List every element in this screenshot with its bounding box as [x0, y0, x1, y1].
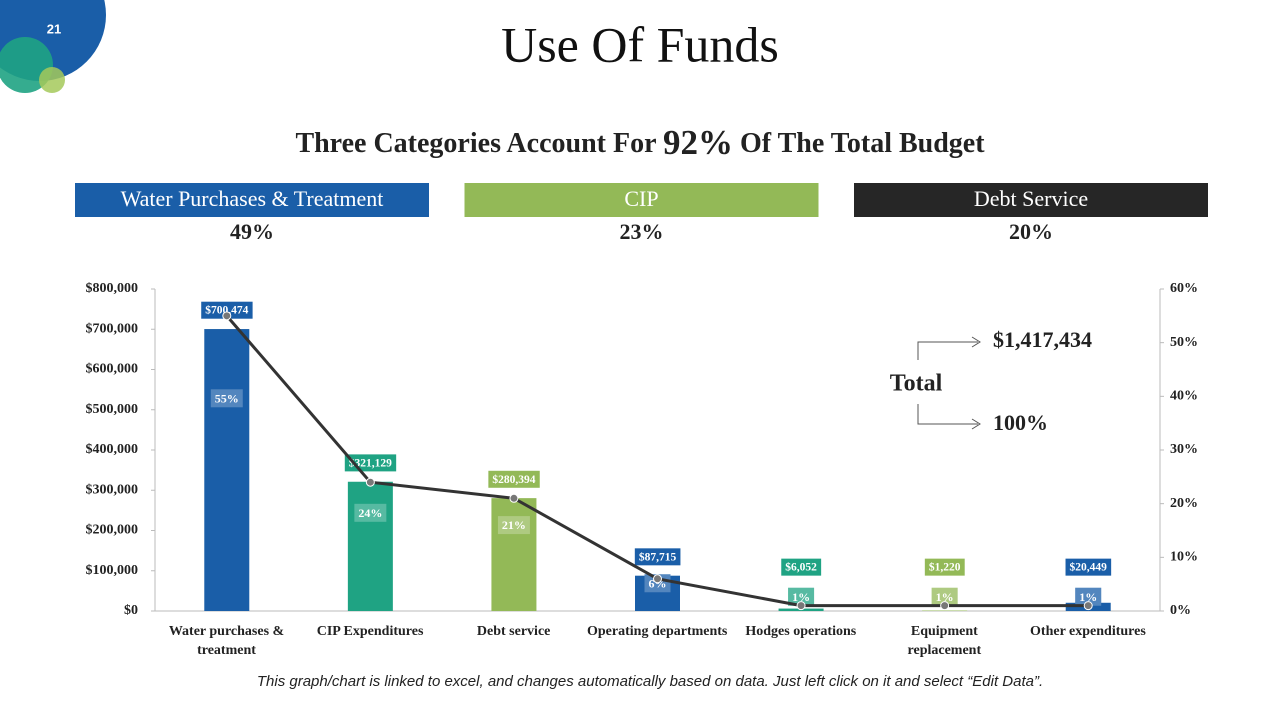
- y-tick-label: $0: [124, 603, 138, 618]
- label-box: [1065, 558, 1112, 576]
- subtitle-part: Of The Total Budget: [740, 128, 985, 159]
- line-point: [653, 574, 662, 584]
- label-box: [210, 389, 243, 408]
- x-tick-label: Water purchases & treatment: [168, 624, 285, 658]
- label-box: [497, 516, 530, 535]
- bar-value-label: $280,394: [492, 473, 535, 486]
- label-box: [1075, 587, 1102, 606]
- total-label: Total: [890, 371, 943, 397]
- summary-name: CIP: [624, 186, 658, 211]
- x-tick-label: Debt service: [476, 624, 551, 639]
- label-box: [634, 548, 681, 566]
- x-tick-label: Other expenditures: [1030, 624, 1146, 639]
- percent-label: 24%: [358, 506, 382, 520]
- label-box: [497, 516, 530, 535]
- bar-value-label: $321,129: [349, 456, 392, 469]
- y-tick-label: $100,000: [86, 563, 139, 578]
- bar-value-label: $6,052: [785, 561, 817, 574]
- subtitle-highlight: 92%: [663, 123, 733, 162]
- label-box: [924, 558, 965, 576]
- label-box: [781, 558, 822, 576]
- label-box: [354, 503, 387, 522]
- bar: [347, 481, 393, 611]
- bar: [491, 498, 537, 611]
- summary-percent: 20%: [1009, 219, 1053, 244]
- slide-title: Use Of Funds: [501, 16, 779, 72]
- y-tick-label: $700,000: [86, 321, 139, 336]
- percent-label: 21%: [502, 518, 526, 532]
- line-point: [940, 601, 950, 611]
- summary-name: Water Purchases & Treatment: [121, 186, 384, 211]
- y-tick-label: $200,000: [86, 523, 139, 538]
- y2-tick-label: 50%: [1170, 335, 1198, 350]
- bar: [204, 329, 250, 611]
- y2-tick-label: 30%: [1170, 442, 1198, 457]
- line-point: [796, 601, 806, 611]
- x-tick-label: Hodges operations: [745, 624, 857, 639]
- percent-label: 55%: [215, 391, 239, 405]
- percent-label: 1%: [1079, 590, 1097, 604]
- bar-value-label: $1,220: [929, 561, 961, 574]
- y2-tick-label: 20%: [1170, 496, 1198, 511]
- total-percent: 100%: [993, 410, 1048, 435]
- y2-tick-label: 40%: [1170, 389, 1198, 404]
- label-box: [788, 587, 815, 606]
- arrow: [917, 336, 981, 360]
- label-box: [354, 503, 387, 522]
- line-point: [509, 493, 519, 503]
- summary-box: [75, 183, 429, 217]
- arrow: [917, 404, 981, 430]
- x-tick-label: Operating departments: [587, 624, 728, 639]
- y-tick-label: $500,000: [86, 402, 139, 417]
- footnote: This graph/chart is linked to excel, and…: [256, 673, 1044, 690]
- y-tick-label: $800,000: [86, 281, 139, 296]
- label-box: [931, 587, 958, 606]
- subtitle: Three Categories Account For 92% Of The …: [295, 123, 985, 162]
- y2-tick-label: 60%: [1170, 281, 1198, 296]
- y-tick-label: $600,000: [86, 362, 139, 377]
- y2-tick-label: 0%: [1170, 603, 1191, 618]
- summary-percent: 23%: [620, 219, 664, 244]
- label-box: [1075, 587, 1102, 606]
- bar-value-label: $20,449: [1070, 561, 1108, 574]
- bar-value-label: $700,474: [205, 304, 248, 317]
- y-tick-label: $300,000: [86, 482, 139, 497]
- label-box: [931, 587, 958, 606]
- percent-label: 1%: [792, 590, 810, 604]
- summary-box: [854, 183, 1208, 217]
- label-box: [788, 587, 815, 606]
- line-point: [365, 477, 375, 487]
- label-box: [201, 301, 253, 319]
- label-box: [488, 470, 540, 488]
- line-point: [1083, 601, 1093, 611]
- x-tick-label: CIP Expenditures: [316, 624, 424, 639]
- y2-tick-label: 10%: [1170, 550, 1198, 565]
- decor-circle: [39, 67, 65, 93]
- line-point: [222, 311, 232, 321]
- summary-box: [464, 183, 819, 217]
- page-number: 21: [47, 21, 61, 36]
- y-tick-label: $400,000: [86, 442, 139, 457]
- percent-label: 1%: [936, 590, 954, 604]
- subtitle-part: Three Categories Account For: [295, 128, 656, 159]
- summary-name: Debt Service: [974, 186, 1088, 211]
- label-box: [210, 389, 243, 408]
- summary-percent: 49%: [230, 219, 274, 244]
- x-tick-label: Equipment replacement: [907, 624, 982, 658]
- total-amount: $1,417,434: [993, 327, 1092, 352]
- bar-value-label: $87,715: [639, 550, 677, 563]
